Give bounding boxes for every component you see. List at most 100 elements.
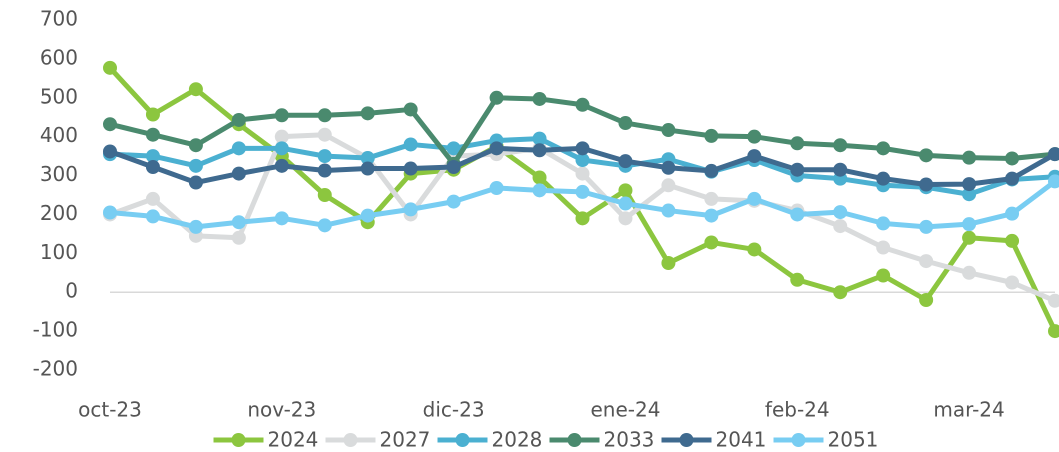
series-marker xyxy=(919,177,934,192)
series-marker xyxy=(317,218,332,233)
legend-item: 2051 xyxy=(773,428,879,452)
x-tick-label: feb-24 xyxy=(765,398,830,422)
legend-label: 2033 xyxy=(604,428,655,452)
legend-item: 2041 xyxy=(661,428,767,452)
series-marker xyxy=(231,166,246,181)
series-marker xyxy=(704,191,719,206)
series-marker xyxy=(532,183,547,198)
series-marker xyxy=(103,117,117,132)
series-marker xyxy=(790,207,805,222)
series-marker xyxy=(919,254,934,269)
series-marker xyxy=(962,187,977,202)
series-marker xyxy=(962,177,977,192)
series-marker xyxy=(962,217,977,232)
y-tick-label: -200 xyxy=(33,357,78,381)
series-marker xyxy=(403,102,418,117)
series-marker xyxy=(833,162,848,177)
series-marker xyxy=(575,141,590,156)
series-marker xyxy=(532,131,547,146)
series-marker xyxy=(403,202,418,217)
series-marker xyxy=(833,285,848,300)
series-marker xyxy=(833,219,848,234)
series-marker xyxy=(360,161,375,176)
series-marker xyxy=(618,211,633,226)
series-marker xyxy=(704,128,719,143)
series-marker xyxy=(1048,147,1059,162)
series-marker xyxy=(103,60,117,75)
series-marker xyxy=(661,178,676,193)
series-marker xyxy=(489,181,504,195)
series-marker xyxy=(145,209,160,224)
series-marker xyxy=(876,171,891,186)
series-marker xyxy=(446,160,461,174)
series-marker xyxy=(103,144,117,159)
series-marker xyxy=(103,205,117,220)
series-marker xyxy=(1005,233,1020,248)
series-marker xyxy=(575,97,590,112)
series-marker xyxy=(747,149,762,164)
series-marker xyxy=(618,154,633,169)
series-marker xyxy=(231,230,246,245)
y-tick-label: 500 xyxy=(40,84,78,108)
series-marker xyxy=(489,141,504,156)
y-tick-label: 0 xyxy=(65,279,78,303)
series-marker xyxy=(188,138,203,153)
series-marker xyxy=(661,256,676,271)
series-marker xyxy=(876,216,891,231)
series-marker xyxy=(962,150,977,165)
series-marker xyxy=(704,208,719,223)
legend-label: 2027 xyxy=(380,428,431,452)
series-marker xyxy=(317,149,332,164)
legend-marker xyxy=(679,433,694,447)
legend-item: 2028 xyxy=(437,428,542,452)
legend-item: 2027 xyxy=(325,428,431,452)
series-marker xyxy=(317,163,332,178)
series-marker xyxy=(661,123,676,138)
series-marker xyxy=(360,151,375,166)
series-marker xyxy=(188,82,203,97)
series-marker xyxy=(274,108,289,123)
series-marker xyxy=(317,108,332,123)
series-marker xyxy=(833,138,848,153)
y-tick-label: -100 xyxy=(33,318,78,342)
series-marker xyxy=(661,160,676,175)
series-marker xyxy=(274,141,289,156)
series-marker xyxy=(575,153,590,167)
x-tick-label: oct-23 xyxy=(78,398,142,422)
y-tick-label: 400 xyxy=(40,123,78,147)
series-marker xyxy=(1048,174,1059,189)
series-marker xyxy=(274,211,289,226)
series-marker xyxy=(833,205,848,220)
series-marker xyxy=(188,175,203,190)
series-marker xyxy=(1005,151,1020,166)
legend-label: 2041 xyxy=(716,428,767,452)
x-tick-label: nov-23 xyxy=(247,398,316,422)
series-marker xyxy=(231,141,246,156)
series-marker xyxy=(317,127,332,142)
series-marker xyxy=(317,188,332,202)
series-marker xyxy=(661,203,676,218)
x-tick-label: dic-23 xyxy=(423,398,485,422)
series-marker xyxy=(575,166,590,181)
x-tick-label: ene-24 xyxy=(590,398,660,422)
series-marker xyxy=(1048,324,1059,339)
series-marker xyxy=(360,106,375,121)
series-marker xyxy=(489,90,504,105)
series-marker xyxy=(747,191,762,206)
series-marker xyxy=(145,149,160,164)
series-marker xyxy=(145,127,160,142)
series-marker xyxy=(1005,275,1020,290)
series-marker xyxy=(403,137,418,152)
series-marker xyxy=(532,91,547,106)
series-marker xyxy=(1005,171,1020,186)
series-marker xyxy=(618,196,633,211)
series-marker xyxy=(274,158,289,173)
y-tick-label: 700 xyxy=(40,7,78,31)
series-marker xyxy=(747,129,762,144)
legend-label: 2051 xyxy=(828,428,879,452)
series-marker xyxy=(1005,206,1020,221)
series-marker xyxy=(962,265,977,280)
series-marker xyxy=(274,129,289,144)
